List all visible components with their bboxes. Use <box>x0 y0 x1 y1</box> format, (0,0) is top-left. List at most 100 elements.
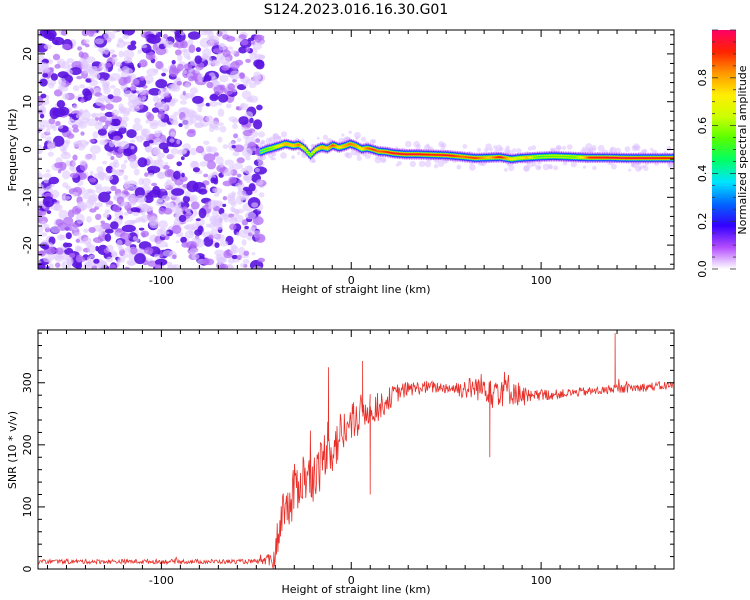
signal-halo-speck <box>609 146 617 154</box>
noise-speck <box>76 75 83 80</box>
noise-speck <box>52 125 57 132</box>
noise-speck <box>83 68 89 74</box>
noise-speck <box>111 168 116 173</box>
noise-speck <box>72 104 78 110</box>
noise-speck <box>164 168 175 178</box>
noise-speck <box>219 125 227 133</box>
signal-halo-speck <box>413 140 420 148</box>
noise-speck <box>218 93 229 103</box>
noise-speck <box>102 212 110 218</box>
signal-halo-speck <box>527 161 534 168</box>
noise-speck <box>205 115 214 122</box>
noise-speck <box>169 138 175 143</box>
noise-speck <box>94 202 103 208</box>
noise-speck <box>123 252 129 259</box>
colorbar-ticks <box>712 29 736 270</box>
signal-band-segment <box>310 152 314 155</box>
noise-speck <box>208 234 214 240</box>
noise-speck <box>109 85 116 89</box>
noise-speck <box>164 181 170 189</box>
noise-speck <box>170 64 177 72</box>
noise-speck <box>118 140 130 150</box>
noise-speck <box>141 128 151 138</box>
noise-speck <box>239 103 249 111</box>
snr-y-axis-label: SNR (10 * v/v) <box>6 411 19 489</box>
noise-speck <box>192 226 196 230</box>
signal-halo-speck <box>512 148 517 153</box>
noise-speck <box>198 188 208 195</box>
noise-speck <box>104 209 111 214</box>
noise-speck <box>141 232 146 238</box>
noise-speck <box>226 103 232 109</box>
noise-speck <box>203 173 209 178</box>
noise-speck <box>188 44 196 53</box>
noise-speck <box>80 131 85 136</box>
noise-speck <box>78 51 84 58</box>
noise-speck <box>124 266 130 269</box>
signal-halo-speck <box>418 160 426 167</box>
spectrogram-x-axis-label: Height of straight line (km) <box>281 283 430 296</box>
noise-speck <box>233 133 239 139</box>
noise-speck <box>43 173 52 178</box>
noise-speck <box>76 201 86 209</box>
noise-speck <box>156 101 168 112</box>
noise-speck <box>115 228 123 233</box>
noise-speck <box>126 129 137 139</box>
noise-speck <box>155 79 168 89</box>
noise-speck <box>257 161 265 168</box>
noise-speck <box>222 203 227 208</box>
signal-halo-speck <box>650 147 654 151</box>
signal-halo-speck <box>547 164 553 169</box>
noise-speck <box>141 178 151 186</box>
noise-speck <box>229 249 237 255</box>
noise-speck <box>82 88 91 97</box>
noise-speck <box>91 65 98 73</box>
noise-speck <box>130 139 136 143</box>
noise-speck <box>40 132 47 139</box>
noise-speck <box>47 151 54 157</box>
noise-speck <box>181 115 194 127</box>
noise-speck <box>244 211 256 220</box>
noise-speck <box>255 233 266 243</box>
noise-speck <box>155 264 162 269</box>
noise-speck <box>47 140 56 149</box>
noise-speck <box>192 95 204 104</box>
noise-speck <box>113 87 121 97</box>
noise-speck <box>98 115 108 123</box>
figure-title: S124.2023.016.16.30.G01 <box>264 2 449 18</box>
noise-speck <box>205 212 210 218</box>
noise-speck <box>148 172 154 178</box>
spectrogram-x-tick-labels: -100 0 100 <box>149 274 552 287</box>
noise-speck <box>77 46 83 51</box>
noise-speck <box>111 54 117 58</box>
signal-halo-speck <box>592 165 597 171</box>
noise-speck <box>79 160 87 166</box>
noise-speck <box>230 243 237 252</box>
noise-speck <box>188 75 195 82</box>
noise-speck <box>123 76 132 84</box>
noise-speck <box>209 94 219 102</box>
snr-panel: -100 0 100 0 100 200 300 Height of straight l… <box>6 329 675 596</box>
noise-speck <box>158 142 169 150</box>
noise-speck <box>139 59 148 68</box>
noise-speck <box>153 130 161 138</box>
noise-speck <box>100 220 105 224</box>
noise-speck <box>45 169 51 173</box>
signal-halo-speck <box>280 152 287 159</box>
noise-speck <box>251 202 259 208</box>
noise-speck <box>242 129 253 137</box>
noise-speck <box>69 172 79 178</box>
x-tick-label: 100 <box>531 274 552 287</box>
noise-speck <box>71 124 79 129</box>
noise-speck <box>109 73 122 81</box>
noise-speck <box>258 55 265 60</box>
x-tick-label: 0 <box>348 574 355 587</box>
noise-speck <box>39 78 48 87</box>
noise-speck <box>245 147 253 156</box>
noise-speck <box>222 144 229 150</box>
noise-speck <box>97 112 106 118</box>
noise-speck <box>77 140 82 145</box>
signal-halo-speck <box>405 140 412 148</box>
noise-speck <box>251 130 259 138</box>
noise-speck <box>248 183 256 192</box>
